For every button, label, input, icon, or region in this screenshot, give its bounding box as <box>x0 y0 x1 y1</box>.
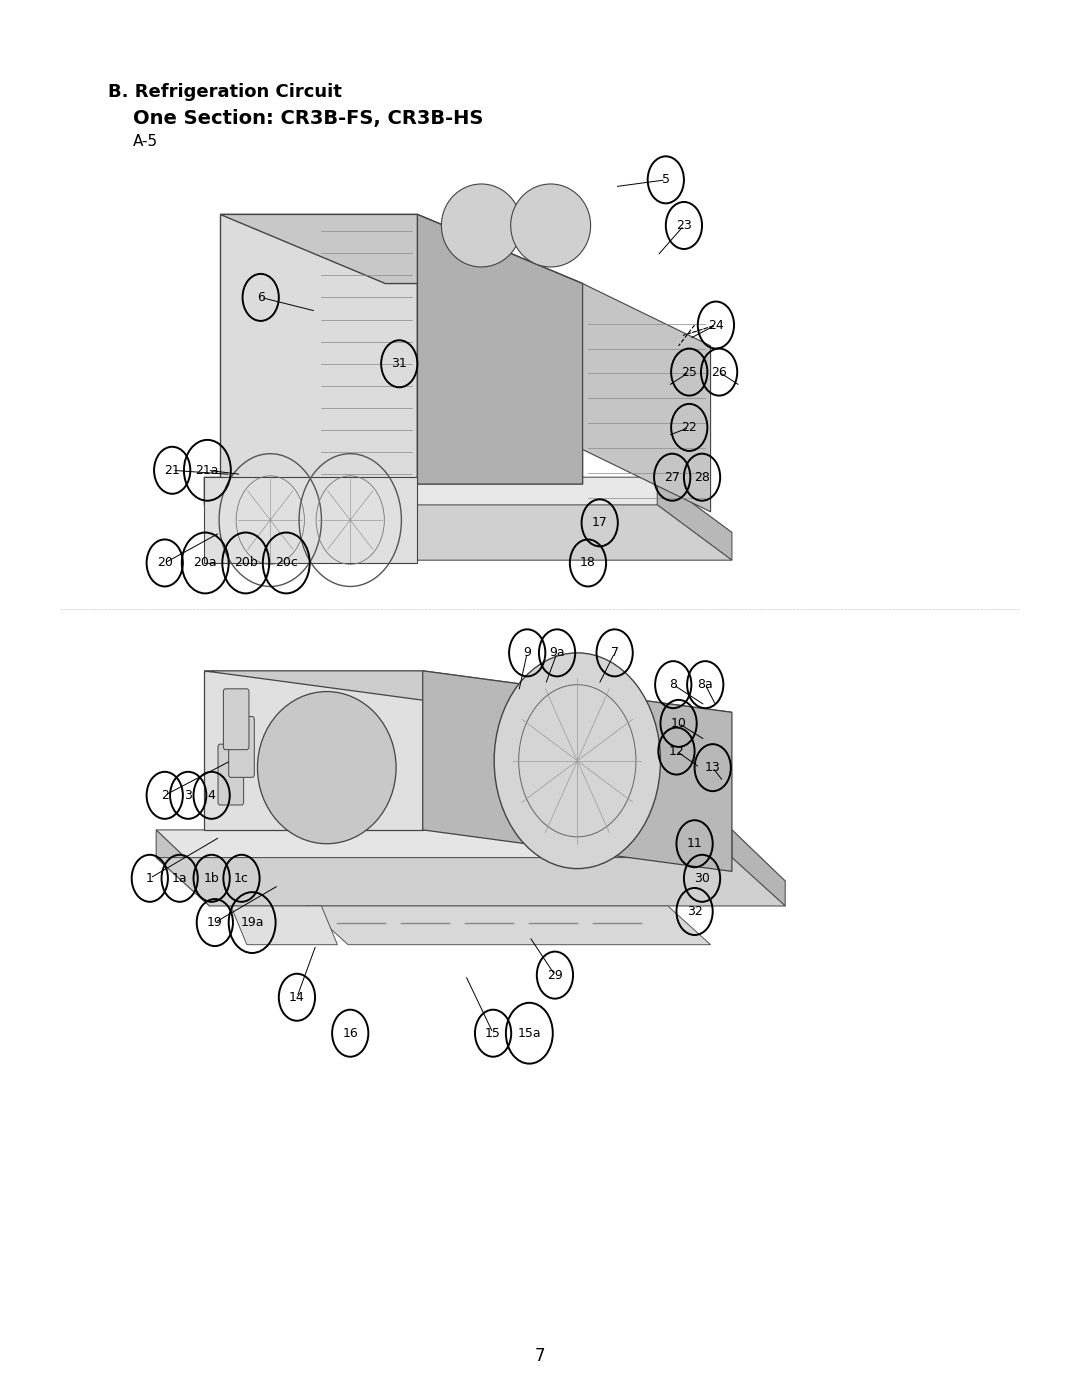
Polygon shape <box>422 671 732 872</box>
Text: 15: 15 <box>485 1027 501 1039</box>
Polygon shape <box>204 671 732 712</box>
Text: 4: 4 <box>207 789 216 802</box>
Text: 3: 3 <box>185 789 192 802</box>
Text: 32: 32 <box>687 905 702 918</box>
Polygon shape <box>220 214 582 284</box>
Text: 25: 25 <box>681 366 698 379</box>
Text: 20c: 20c <box>274 556 298 570</box>
Text: 26: 26 <box>712 366 727 379</box>
Text: 20: 20 <box>157 556 173 570</box>
Polygon shape <box>220 214 417 485</box>
Text: A-5: A-5 <box>133 134 158 149</box>
Text: 10: 10 <box>671 717 687 729</box>
Text: 11: 11 <box>687 837 702 851</box>
Text: 12: 12 <box>669 745 685 757</box>
Polygon shape <box>204 478 417 563</box>
Ellipse shape <box>257 692 396 844</box>
Text: 1: 1 <box>146 872 153 884</box>
Text: 14: 14 <box>289 990 305 1004</box>
Text: 27: 27 <box>664 471 680 483</box>
Text: 28: 28 <box>694 471 710 483</box>
Text: 24: 24 <box>708 319 724 331</box>
Text: 5: 5 <box>662 173 670 186</box>
Text: 29: 29 <box>548 968 563 982</box>
Text: 30: 30 <box>694 872 710 884</box>
Text: 23: 23 <box>676 219 692 232</box>
Text: 15a: 15a <box>517 1027 541 1039</box>
FancyBboxPatch shape <box>229 717 254 777</box>
Text: 8a: 8a <box>698 678 713 692</box>
Text: 1c: 1c <box>234 872 248 884</box>
Polygon shape <box>204 478 732 532</box>
Polygon shape <box>157 830 210 907</box>
Text: 6: 6 <box>257 291 265 305</box>
Text: 7: 7 <box>610 647 619 659</box>
Polygon shape <box>306 907 711 944</box>
FancyBboxPatch shape <box>224 689 249 750</box>
Polygon shape <box>732 830 785 907</box>
Text: 8: 8 <box>670 678 677 692</box>
Text: One Section: CR3B-FS, CR3B-HS: One Section: CR3B-FS, CR3B-HS <box>133 109 483 129</box>
Text: 9a: 9a <box>550 647 565 659</box>
Polygon shape <box>157 858 785 907</box>
Polygon shape <box>582 284 711 511</box>
Text: 17: 17 <box>592 517 608 529</box>
FancyBboxPatch shape <box>218 745 244 805</box>
Polygon shape <box>204 478 279 560</box>
Text: 1a: 1a <box>172 872 188 884</box>
Text: 21: 21 <box>164 464 180 476</box>
Text: 31: 31 <box>391 358 407 370</box>
Text: 13: 13 <box>705 761 720 774</box>
Text: 18: 18 <box>580 556 596 570</box>
Text: 20a: 20a <box>193 556 217 570</box>
Text: 2: 2 <box>161 789 168 802</box>
Ellipse shape <box>511 184 591 267</box>
Polygon shape <box>231 907 337 944</box>
Text: 19a: 19a <box>241 916 264 929</box>
Text: 16: 16 <box>342 1027 359 1039</box>
Polygon shape <box>204 504 732 560</box>
Polygon shape <box>658 478 732 560</box>
Text: 7: 7 <box>535 1347 545 1365</box>
Text: 1b: 1b <box>204 872 219 884</box>
Text: 22: 22 <box>681 420 697 434</box>
Polygon shape <box>157 830 785 882</box>
Text: 21a: 21a <box>195 464 219 476</box>
Text: 19: 19 <box>207 916 222 929</box>
Text: 20b: 20b <box>234 556 258 570</box>
Polygon shape <box>417 214 582 485</box>
Polygon shape <box>204 671 422 830</box>
Text: 9: 9 <box>524 647 531 659</box>
Circle shape <box>495 652 661 869</box>
Ellipse shape <box>442 184 522 267</box>
Text: B. Refrigeration Circuit: B. Refrigeration Circuit <box>108 82 342 101</box>
